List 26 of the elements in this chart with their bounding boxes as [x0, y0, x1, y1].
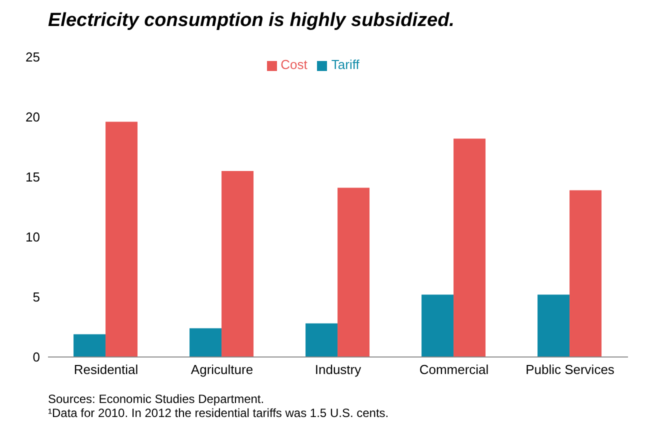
- x-tick-label: Agriculture: [190, 362, 254, 378]
- x-tick-label: Industry: [314, 362, 362, 378]
- bar: [222, 171, 254, 357]
- bar: [570, 190, 602, 357]
- x-tick-label: Commercial: [419, 362, 489, 378]
- bar: [106, 122, 138, 357]
- y-tick-label: 25: [26, 50, 40, 65]
- source-note: Sources: Economic Studies Department.: [48, 392, 266, 406]
- y-tick-label: 10: [26, 230, 40, 245]
- y-tick-label: 5: [32, 290, 40, 305]
- bar: [306, 323, 338, 357]
- legend-label: Tariff: [331, 57, 360, 72]
- x-tick-label: Public Services: [526, 362, 615, 378]
- text: ¹Data for 2010. In 2012 the residential tariffs was 1.5 U.S. cents.: [48, 406, 390, 420]
- chart-title: Electricity consumption is highly subsidized.: [47, 9, 456, 32]
- y-tick-label: 20: [26, 110, 40, 125]
- bar: [338, 188, 370, 357]
- bar: [538, 294, 570, 357]
- bar: [422, 294, 454, 357]
- y-tick-label: 15: [26, 170, 40, 185]
- legend-label: Cost: [280, 57, 308, 72]
- bar: [74, 334, 106, 357]
- bar: [454, 138, 486, 357]
- y-tick-label: 0: [32, 350, 40, 365]
- x-tick-label: Residential: [74, 362, 138, 378]
- bar: [190, 328, 222, 357]
